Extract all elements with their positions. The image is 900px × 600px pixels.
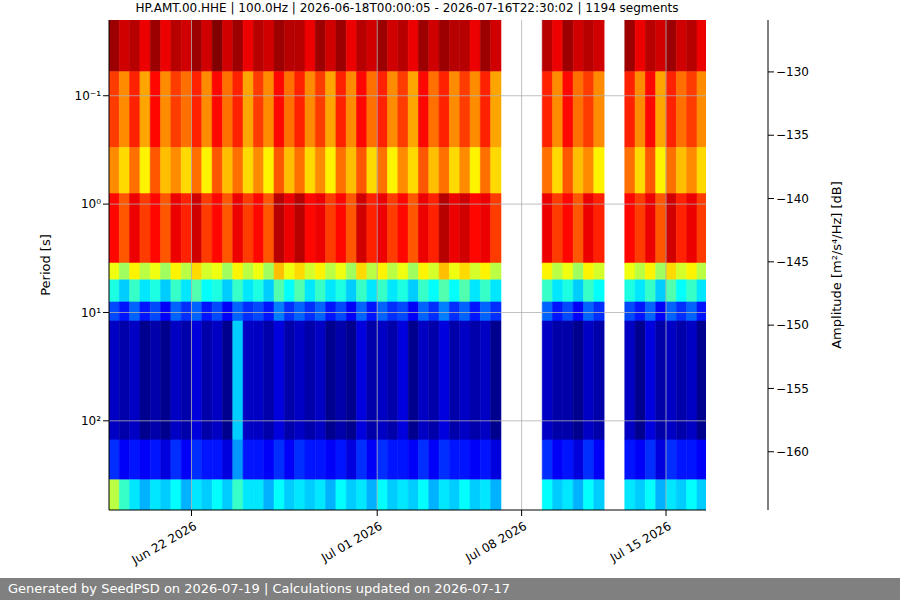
svg-text:−150: −150 xyxy=(776,318,809,332)
svg-text:Period [s]: Period [s] xyxy=(38,234,53,296)
svg-text:Jul 15 2026: Jul 15 2026 xyxy=(607,519,674,566)
html-text:Generated by SeedPSD on 2026-0: Generated by SeedPSD on 2026-07-19 | Cal… xyxy=(8,581,510,596)
svg-text:−140: −140 xyxy=(776,192,809,206)
svg-text:Jul 08 2026: Jul 08 2026 xyxy=(462,519,529,566)
svg-text:−155: −155 xyxy=(776,382,809,396)
svg-text:−135: −135 xyxy=(776,128,809,142)
html-text:HP.AMT.00.HHE | 100.0Hz | 2026: HP.AMT.00.HHE | 100.0Hz | 2026-06-18T00:… xyxy=(135,1,679,15)
svg-text:10²: 10² xyxy=(81,414,101,428)
svg-text:10⁻¹: 10⁻¹ xyxy=(75,89,102,103)
svg-text:−160: −160 xyxy=(776,445,809,459)
svg-text:−145: −145 xyxy=(776,255,809,269)
svg-text:−130: −130 xyxy=(776,65,809,79)
svg-text:Amplitude [m²/s⁴/Hz] [dB]: Amplitude [m²/s⁴/Hz] [dB] xyxy=(829,181,844,349)
svg-text:Jun 22 2026: Jun 22 2026 xyxy=(129,519,199,568)
svg-text:10¹: 10¹ xyxy=(81,306,101,320)
svg-text:10⁰: 10⁰ xyxy=(81,197,101,211)
svg-text:Jul 01 2026: Jul 01 2026 xyxy=(318,519,385,566)
